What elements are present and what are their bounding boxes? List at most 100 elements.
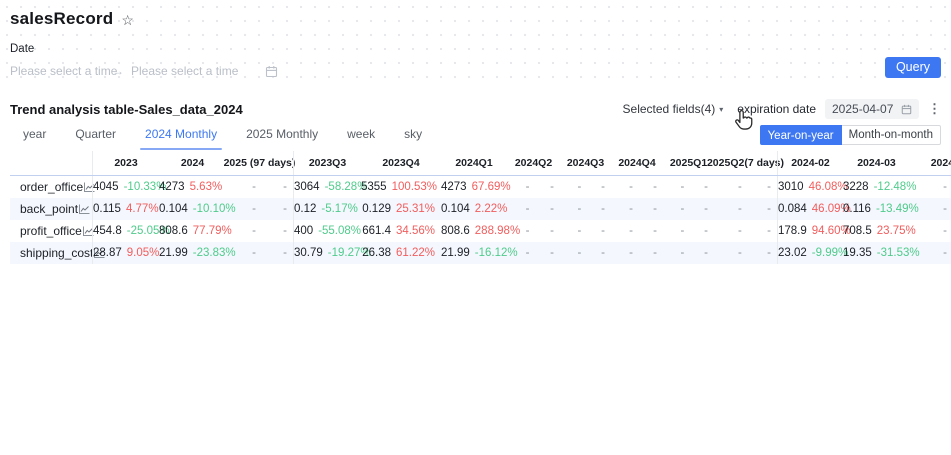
trend-chart-icon[interactable] <box>82 226 94 237</box>
cell-order-office-2025-97-days: -- <box>226 176 293 198</box>
range-arrow-icon: → <box>112 64 124 78</box>
cell-profit-office-2024q4: -- <box>611 220 663 242</box>
tab-week[interactable]: week <box>347 127 376 141</box>
tab-2024-monthly[interactable]: 2024 Monthly <box>140 127 223 150</box>
favorite-star-icon[interactable]: ☆ <box>121 12 134 28</box>
expiration-date-value: 2025-04-07 <box>832 102 894 116</box>
cell-value: - <box>577 203 582 215</box>
date-range-picker: Please select a time → Please select a t… <box>10 57 941 78</box>
cell-value: - <box>252 181 256 193</box>
table-row-order-office: order_office 4045 -10.33% 4273 5.63% - -3064-… <box>10 176 951 198</box>
cell-value: - <box>943 247 947 259</box>
date-end-input[interactable]: Please select a time <box>131 64 239 78</box>
cell-value: - <box>680 247 685 259</box>
cell-value: 30.79 <box>294 247 323 259</box>
trend-table: 2023 2024 2025 (97 days) 2023Q3 2023Q4 2024Q1… <box>10 151 951 264</box>
cell-value: 0.104 <box>159 203 188 215</box>
col-header-2024q3: 2024Q3 <box>566 157 605 169</box>
cell-percent: 77.79% <box>192 225 232 237</box>
tab-sky[interactable]: sky <box>404 127 423 141</box>
cell-value: 4273 <box>441 181 467 193</box>
cell-value: - <box>577 225 582 237</box>
tab-quarter[interactable]: Quarter <box>75 127 117 141</box>
cell-percent: 5.63% <box>189 181 223 193</box>
cell-value: 661.4 <box>362 225 391 237</box>
cell-value: 808.6 <box>159 225 188 237</box>
col-header-2023q3: 2023Q3 <box>293 151 361 175</box>
cell-percent: -23.83% <box>192 247 236 259</box>
cell-percent: - <box>653 181 657 193</box>
cell-percent: -55.08% <box>318 225 362 237</box>
col-header-2024q1: 2024Q1 <box>455 157 493 169</box>
cell-percent: 25.31% <box>395 203 435 215</box>
table-row-shipping-cost: shipping_cost 28.87 9.05% 21.99 -23.83% - -30… <box>10 242 951 264</box>
cell-value: - <box>577 247 582 259</box>
compare-year-on-year-button[interactable]: Year-on-year <box>759 125 842 145</box>
table-row-back-point: back_point 0.115 4.77% 0.104 -10.10% - -0.12-… <box>10 198 951 220</box>
cell-profit-office-2023q4: 661.4 34.56% <box>361 220 441 242</box>
cell-value: 0.084 <box>778 203 807 215</box>
cell-percent: 2.22% <box>474 203 508 215</box>
cell-shipping-cost-2024-03: 19.35 -31.53% <box>843 242 920 264</box>
cell-value: 23.02 <box>778 247 807 259</box>
caret-down-icon: ▾ <box>719 104 724 114</box>
panel-title: Trend analysis table-Sales_data_2024 <box>10 101 243 117</box>
cell-value: 0.116 <box>843 203 871 215</box>
cell-value: 21.99 <box>159 247 188 259</box>
tab-year[interactable]: year <box>23 127 47 141</box>
cell-profit-office-2023: 454.8 -25.05% <box>92 220 170 242</box>
cell-value: 4045 <box>93 181 119 193</box>
col-header-2024-03: 2024-03 <box>857 157 896 169</box>
cell-percent: - <box>550 225 554 237</box>
cell-shipping-cost-2024-02: 23.02 -9.99% <box>777 242 848 264</box>
cell-percent: - <box>704 225 708 237</box>
cell-back-point-2024q3: -- <box>560 198 611 220</box>
trend-chart-icon[interactable] <box>78 204 90 215</box>
kebab-menu-icon[interactable]: ⋮ <box>928 101 941 116</box>
cell-value: - <box>943 181 947 193</box>
trend-chart-icon[interactable] <box>83 182 95 193</box>
compare-month-on-month-button[interactable]: Month-on-month <box>841 125 941 145</box>
query-button[interactable]: Query <box>884 57 941 78</box>
cell-value: - <box>252 203 256 215</box>
cell-value: - <box>680 181 685 193</box>
cell-shipping-cost-2024q3: -- <box>560 242 611 264</box>
cell-back-point-2024: 0.104 -10.10% <box>159 198 236 220</box>
expiration-date-input[interactable]: 2025-04-07 <box>825 99 919 119</box>
cell-value: - <box>680 225 685 237</box>
row-label: shipping_cost <box>20 246 94 260</box>
cell-value: - <box>629 225 633 237</box>
cell-shipping-cost-2023q3: 30.79 -19.27% <box>293 242 371 264</box>
cell-profit-office-2024: 808.6 77.79% <box>159 220 232 242</box>
cell-profit-office-2023q3: 400 -55.08% <box>293 220 361 242</box>
cell-value: 3228 <box>843 181 869 193</box>
cell-percent: - <box>601 247 605 259</box>
cell-value: - <box>680 203 685 215</box>
row-label: back_point <box>20 202 79 216</box>
cell-value: 4273 <box>159 181 185 193</box>
cell-profit-office-2024q1: 808.6 288.98% <box>441 220 520 242</box>
cell-percent: -9.99% <box>811 247 849 259</box>
cell-profit-office-2025q2-7-days: -- <box>714 220 777 242</box>
cell-back-point-2024q4: -- <box>611 198 663 220</box>
cell-value: - <box>525 203 530 215</box>
selected-fields-dropdown[interactable]: Selected fields(4) ▾ <box>623 102 724 116</box>
cell-percent: 67.69% <box>471 181 511 193</box>
cell-shipping-cost-2025-97-days: -- <box>226 242 293 264</box>
cell-percent: -13.49% <box>875 203 919 215</box>
cell-order-office-2024q2: -- <box>507 176 560 198</box>
tab-2025-monthly[interactable]: 2025 Monthly <box>246 127 319 141</box>
cell-back-point-2023: 0.115 4.77% <box>92 198 159 220</box>
cell-value: 0.104 <box>441 203 470 215</box>
trend-chart-icon[interactable] <box>93 248 105 259</box>
date-start-input[interactable]: Please select a time <box>10 64 118 78</box>
cell-value: - <box>525 181 530 193</box>
cell-value: 26.38 <box>362 247 391 259</box>
row-label-cell: shipping_cost <box>10 242 105 264</box>
col-header-2023: 2023 <box>92 151 159 175</box>
cell-back-point-2024-02: 0.084 46.09% <box>777 198 851 220</box>
selected-fields-label: Selected fields(4) <box>622 102 716 116</box>
cell-order-office-2023q3: 3064 -58.28% <box>293 176 367 198</box>
cell-percent: - <box>704 203 708 215</box>
cell-percent: - <box>550 247 554 259</box>
